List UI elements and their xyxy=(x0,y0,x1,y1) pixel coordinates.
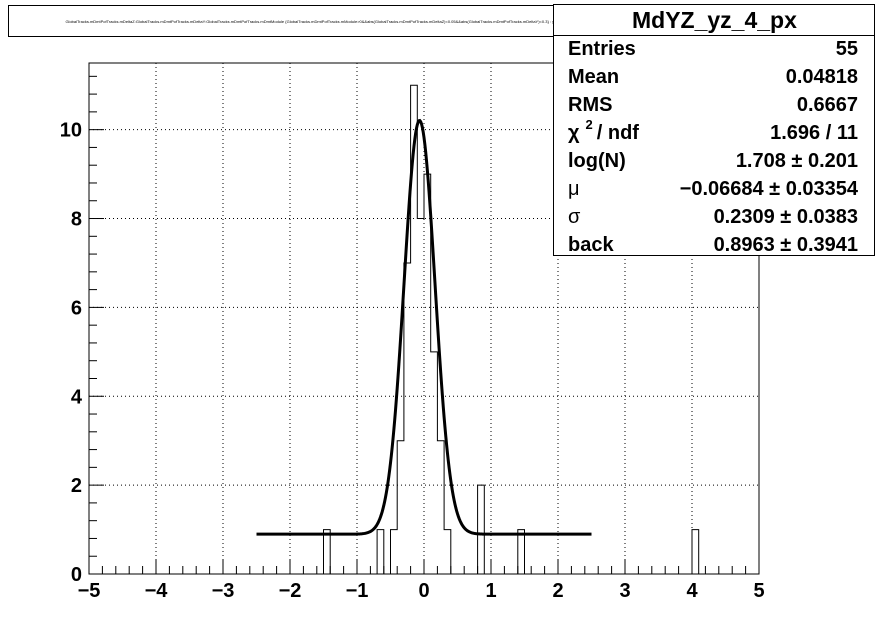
stats-row-logn: log(N) 1.708 ± 0.201 xyxy=(568,147,858,175)
stats-key: RMS xyxy=(568,94,613,116)
y-tick-label: 6 xyxy=(71,297,82,319)
x-tick-label: −5 xyxy=(78,580,101,602)
stats-key: log(N) xyxy=(568,150,626,172)
stats-value: 0.8963 ± 0.3941 xyxy=(713,234,858,256)
stats-row-mean: Mean 0.04818 xyxy=(568,63,858,91)
x-tick-label: −4 xyxy=(145,580,169,602)
stats-row-rms: RMS 0.6667 xyxy=(568,91,858,119)
histogram-bin xyxy=(478,485,485,574)
x-tick-label: 5 xyxy=(753,580,764,602)
y-tick-label: 4 xyxy=(71,386,83,408)
stats-key: χ 2/ ndf xyxy=(568,117,639,149)
chi-symbol: χ xyxy=(568,122,580,144)
x-tick-label: −2 xyxy=(279,580,302,602)
histogram-bin xyxy=(391,530,398,574)
histogram-title-box: GlobalTracks.mDmtPofTracks.mDeltaZ:Globa… xyxy=(8,5,632,37)
x-tick-label: −3 xyxy=(212,580,235,602)
stats-value: 0.6667 xyxy=(796,94,858,116)
histogram-bin xyxy=(404,263,411,574)
histogram-bin xyxy=(424,174,431,574)
stats-row-mu: μ −0.06684 ± 0.03354 xyxy=(568,175,858,203)
histogram-bin xyxy=(444,530,451,574)
stats-box: MdYZ_yz_4_px Entries 55 Mean 0.04818 RMS… xyxy=(553,4,875,256)
y-tick-label: 0 xyxy=(71,564,82,586)
stats-key: σ xyxy=(568,206,581,228)
stats-row-chi2: χ 2/ ndf 1.696 / 11 xyxy=(568,117,858,149)
x-tick-label: 3 xyxy=(619,580,630,602)
histogram-bin xyxy=(692,530,699,574)
histogram-bin xyxy=(431,352,438,574)
stats-row-back: back 0.8963 ± 0.3941 xyxy=(568,231,858,259)
stats-key: Entries xyxy=(568,38,636,60)
histogram-bin xyxy=(437,441,444,574)
x-tick-label: 2 xyxy=(552,580,563,602)
x-tick-label: 0 xyxy=(418,580,429,602)
stats-row-sigma: σ 0.2309 ± 0.0383 xyxy=(568,203,858,231)
x-tick-label: −1 xyxy=(346,580,369,602)
histogram-title: GlobalTracks.mDmtPofTracks.mDeltaZ:Globa… xyxy=(65,18,575,24)
stats-value: 0.04818 xyxy=(785,66,858,88)
chi-superscript: 2 xyxy=(585,117,593,132)
stats-key: back xyxy=(568,234,614,256)
y-tick-label: 8 xyxy=(71,209,82,231)
stats-value: 55 xyxy=(835,38,858,60)
histogram-bin xyxy=(417,219,424,574)
stats-value: 1.708 ± 0.201 xyxy=(735,150,858,172)
histogram-bin xyxy=(324,530,331,574)
ndf-label: / ndf xyxy=(596,122,639,144)
histogram-bin xyxy=(397,441,404,574)
fit-curve xyxy=(256,118,592,536)
stats-histogram-name: MdYZ_yz_4_px xyxy=(554,5,874,36)
stats-value: −0.06684 ± 0.03354 xyxy=(679,178,858,200)
stats-value: 0.2309 ± 0.0383 xyxy=(713,206,858,228)
y-tick-label: 2 xyxy=(71,475,82,497)
stats-key: Mean xyxy=(568,66,620,88)
x-tick-label: 4 xyxy=(686,580,698,602)
x-tick-label: 1 xyxy=(485,580,496,602)
stats-row-entries: Entries 55 xyxy=(568,35,858,63)
histogram-bin xyxy=(377,530,384,574)
stats-key: μ xyxy=(568,178,580,200)
histogram-bin xyxy=(518,530,525,574)
stats-value: 1.696 / 11 xyxy=(770,122,858,144)
y-tick-label: 10 xyxy=(60,120,82,142)
